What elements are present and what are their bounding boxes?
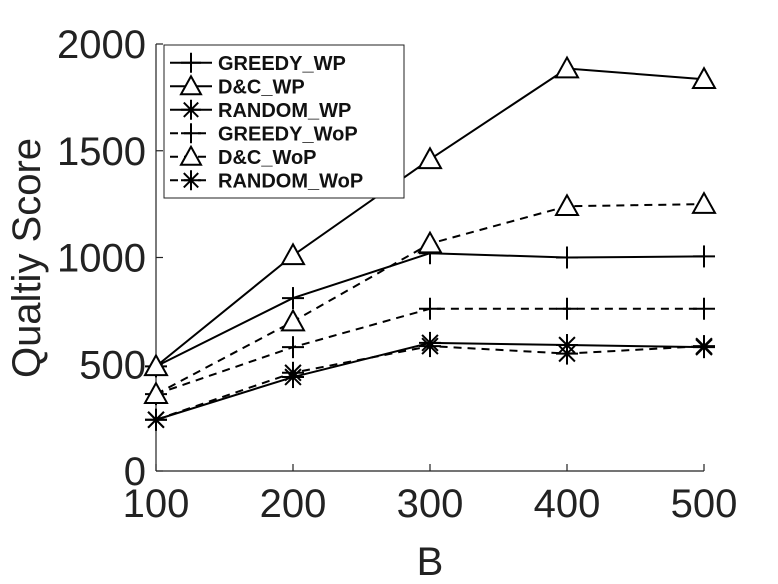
data-point — [417, 230, 443, 254]
marker-stroke — [421, 337, 439, 355]
data-point — [419, 335, 441, 358]
legend-item: GREEDY_WP — [170, 52, 346, 75]
marker-stroke — [417, 230, 443, 254]
legend: GREEDY_WPD&C_WPRANDOM_WPGREEDY_WoPD&C_Wo… — [163, 44, 405, 199]
data-point — [693, 335, 715, 358]
marker-stroke — [284, 364, 302, 382]
series-random-wop — [145, 335, 715, 431]
y-tick-label: 0 — [124, 450, 146, 494]
data-point — [556, 297, 578, 320]
x-tick-label: 500 — [671, 482, 738, 526]
legend-label: GREEDY_WP — [218, 53, 346, 75]
legend-label: GREEDY_WoP — [218, 123, 358, 145]
legend-marker — [181, 123, 201, 144]
legend-box — [163, 44, 405, 199]
data-point — [282, 336, 304, 359]
x-tick-label: 400 — [534, 482, 601, 526]
marker-stroke — [183, 101, 199, 118]
marker-stroke — [554, 193, 580, 217]
data-point — [693, 245, 715, 268]
legend-marker — [179, 144, 203, 166]
x-axis-label: B — [417, 540, 444, 584]
legend-label: D&C_WP — [218, 76, 305, 98]
y-tick-label: 2000 — [57, 23, 146, 67]
data-point — [143, 353, 169, 377]
y-tick-label: 1500 — [57, 130, 146, 174]
y-tick-label: 1000 — [57, 237, 146, 281]
legend-label: D&C_WoP — [218, 147, 317, 169]
marker-stroke — [280, 308, 306, 332]
legend-item: GREEDY_WoP — [170, 123, 358, 145]
legend-marker — [181, 99, 201, 120]
x-tick-label: 100 — [123, 482, 190, 526]
marker-stroke — [183, 172, 199, 189]
legend-item: RANDOM_WoP — [170, 170, 363, 192]
series-layer — [143, 55, 717, 431]
y-tick-label: 500 — [79, 343, 146, 387]
data-point — [282, 287, 304, 310]
legend-item: RANDOM_WP — [170, 99, 351, 122]
marker-stroke — [691, 66, 717, 90]
data-point — [143, 381, 169, 404]
data-point — [691, 66, 717, 90]
data-point — [417, 146, 443, 170]
x-tick-label: 300 — [397, 482, 464, 526]
marker-stroke — [179, 74, 203, 96]
marker-stroke — [695, 337, 713, 355]
axes: 100 200 300 400 500 0 500 1000 1500 2000 — [57, 23, 737, 526]
data-point — [419, 297, 441, 320]
marker-stroke — [558, 344, 576, 363]
y-axis-label: Qualtiy Score — [5, 138, 49, 378]
data-point — [145, 408, 167, 431]
marker-stroke — [417, 146, 443, 170]
marker-stroke — [280, 242, 306, 266]
legend-marker — [181, 170, 201, 191]
x-tick-label: 200 — [260, 482, 327, 526]
data-point — [693, 297, 715, 320]
legend-marker — [179, 74, 203, 96]
data-point — [280, 242, 306, 266]
series-greedy-wop — [145, 297, 715, 406]
data-point — [556, 342, 578, 365]
legend-label: RANDOM_WoP — [218, 170, 363, 192]
legend-label: RANDOM_WP — [218, 100, 351, 122]
marker-stroke — [147, 411, 165, 429]
marker-stroke — [143, 353, 169, 377]
legend-marker — [181, 52, 201, 73]
data-point — [691, 191, 717, 214]
marker-stroke — [179, 144, 203, 166]
legend-item: D&C_WoP — [170, 144, 317, 169]
data-point — [554, 193, 580, 217]
legend-item: D&C_WP — [170, 74, 305, 98]
series-line — [155, 345, 705, 421]
series-d-c-wp — [143, 55, 717, 377]
marker-stroke — [143, 381, 169, 404]
marker-stroke — [554, 55, 580, 79]
data-point — [282, 361, 304, 384]
marker-stroke — [691, 191, 717, 214]
data-point — [556, 246, 578, 269]
series-d-c-wop — [143, 191, 717, 404]
data-point — [554, 55, 580, 79]
data-point — [280, 308, 306, 332]
